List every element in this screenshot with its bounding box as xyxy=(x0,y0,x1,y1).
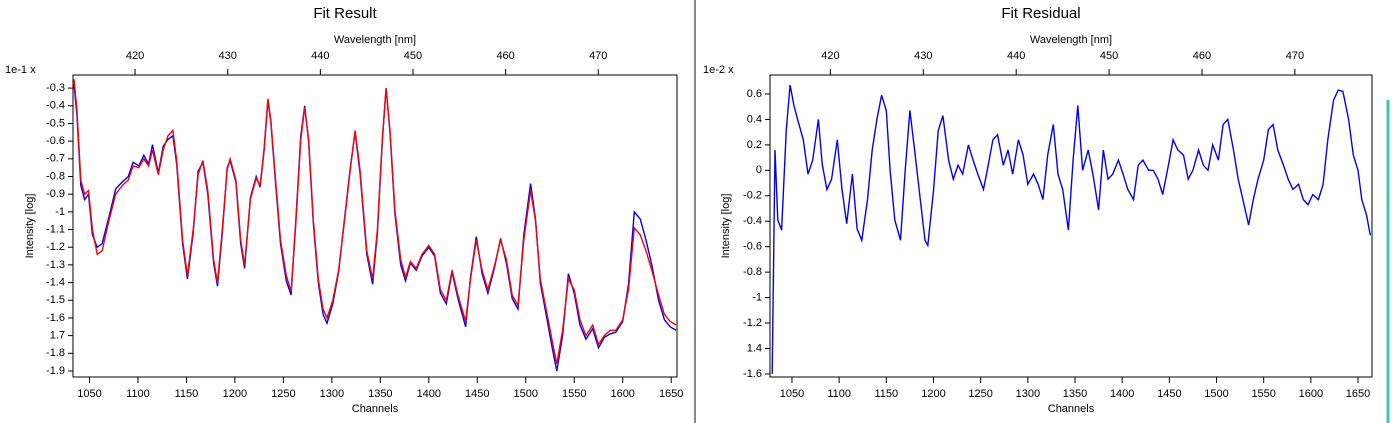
x-tick-label: 1350 xyxy=(1063,388,1087,400)
y-tick-label: -1.8 xyxy=(46,347,65,359)
x-tick-label: 1050 xyxy=(77,388,101,400)
x2-tick-label: 430 xyxy=(914,50,932,62)
x-tick-label: 1350 xyxy=(368,388,392,400)
y-tick-label: 0 xyxy=(756,164,762,176)
x2-tick-label: 420 xyxy=(821,50,839,62)
chart-title: Fit Residual xyxy=(1001,5,1080,22)
x-axis-label: Channels xyxy=(352,403,399,415)
x-tick-label: 1050 xyxy=(780,388,804,400)
y-multiplier: 1e-1 x xyxy=(5,64,36,76)
x-tick-label: 1650 xyxy=(659,388,683,400)
x-tick-label: 1200 xyxy=(921,388,945,400)
y-tick-label: -1.9 xyxy=(46,365,65,377)
y-tick-label: -1.3 xyxy=(46,259,65,271)
y-axis-label: Intensity [log] xyxy=(720,194,732,259)
plot-frame xyxy=(769,74,1373,378)
x2-tick-label: 470 xyxy=(1286,50,1304,62)
y-tick-label: -0.9 xyxy=(46,188,65,200)
x-tick-label: 1450 xyxy=(1157,388,1181,400)
x-tick-label: 1650 xyxy=(1346,388,1370,400)
y-tick-label: -1.1 xyxy=(46,223,65,235)
y-tick-label: -0.6 xyxy=(46,135,65,147)
x-axis-label: Channels xyxy=(1048,403,1095,415)
x2-axis-label: Wavelength [nm] xyxy=(1030,34,1112,46)
x2-tick-label: 420 xyxy=(126,50,144,62)
x-tick-label: 1250 xyxy=(968,388,992,400)
x-tick-label: 1150 xyxy=(175,388,199,400)
y-tick-label: -0.6 xyxy=(743,241,762,253)
y-tick-label: -0.4 xyxy=(743,215,762,227)
y-tick-label: 0.6 xyxy=(747,88,762,100)
plot-frame xyxy=(72,74,678,378)
x-tick-label: 1400 xyxy=(1110,388,1134,400)
y-tick-label: -0.2 xyxy=(743,190,762,202)
y-tick-label: 1.7 xyxy=(50,330,65,342)
y-tick-label: -1 xyxy=(752,291,762,303)
y-tick-label: -1.6 xyxy=(743,368,762,380)
x-tick-label: 1500 xyxy=(1204,388,1228,400)
x-tick-label: 1550 xyxy=(562,388,586,400)
x-tick-label: 1500 xyxy=(514,388,538,400)
x-tick-label: 1300 xyxy=(1016,388,1040,400)
y-tick-label: 0.4 xyxy=(747,113,762,125)
x-tick-label: 1400 xyxy=(417,388,441,400)
y-tick-label: -1.2 xyxy=(46,241,65,253)
data-line xyxy=(771,84,1371,374)
x2-tick-label: 450 xyxy=(1100,50,1118,62)
x2-tick-label: 460 xyxy=(496,50,514,62)
y-tick-label: -0.5 xyxy=(46,117,65,129)
y-tick-label: -0.8 xyxy=(46,170,65,182)
data-line xyxy=(73,79,677,365)
x-tick-label: 1450 xyxy=(465,388,489,400)
x2-tick-label: 470 xyxy=(589,50,607,62)
y-tick-label: -0.4 xyxy=(46,100,65,112)
x2-tick-label: 440 xyxy=(1007,50,1025,62)
y-tick-label: -1.4 xyxy=(46,276,65,288)
x-tick-label: 1600 xyxy=(610,388,634,400)
y-tick-label: -0.3 xyxy=(46,82,65,94)
x-tick-label: 1550 xyxy=(1251,388,1275,400)
x-tick-label: 1100 xyxy=(827,388,851,400)
x-tick-label: 1250 xyxy=(271,388,295,400)
x-tick-label: 1100 xyxy=(126,388,150,400)
y-tick-label: 1.4 xyxy=(747,342,762,354)
x-tick-label: 1600 xyxy=(1299,388,1323,400)
x2-tick-label: 450 xyxy=(404,50,422,62)
x-tick-label: 1300 xyxy=(320,388,344,400)
y-tick-label: -0.8 xyxy=(743,266,762,278)
x2-tick-label: 430 xyxy=(219,50,237,62)
y-tick-label: -1.5 xyxy=(46,294,65,306)
y-multiplier: 1e-2 x xyxy=(703,64,734,76)
chart-title: Fit Result xyxy=(313,5,377,22)
x-tick-label: 1150 xyxy=(874,388,898,400)
y-tick-label: -1.6 xyxy=(46,312,65,324)
x2-axis-label: Wavelength [nm] xyxy=(334,34,416,46)
y-tick-label: 0.2 xyxy=(747,139,762,151)
y-tick-label: -1.2 xyxy=(743,317,762,329)
x2-tick-label: 440 xyxy=(311,50,329,62)
x-tick-label: 1200 xyxy=(223,388,247,400)
y-tick-label: -1 xyxy=(55,206,65,218)
y-axis-label: Intensity [log] xyxy=(24,194,36,259)
x2-tick-label: 460 xyxy=(1193,50,1211,62)
y-tick-label: -0.7 xyxy=(46,153,65,165)
